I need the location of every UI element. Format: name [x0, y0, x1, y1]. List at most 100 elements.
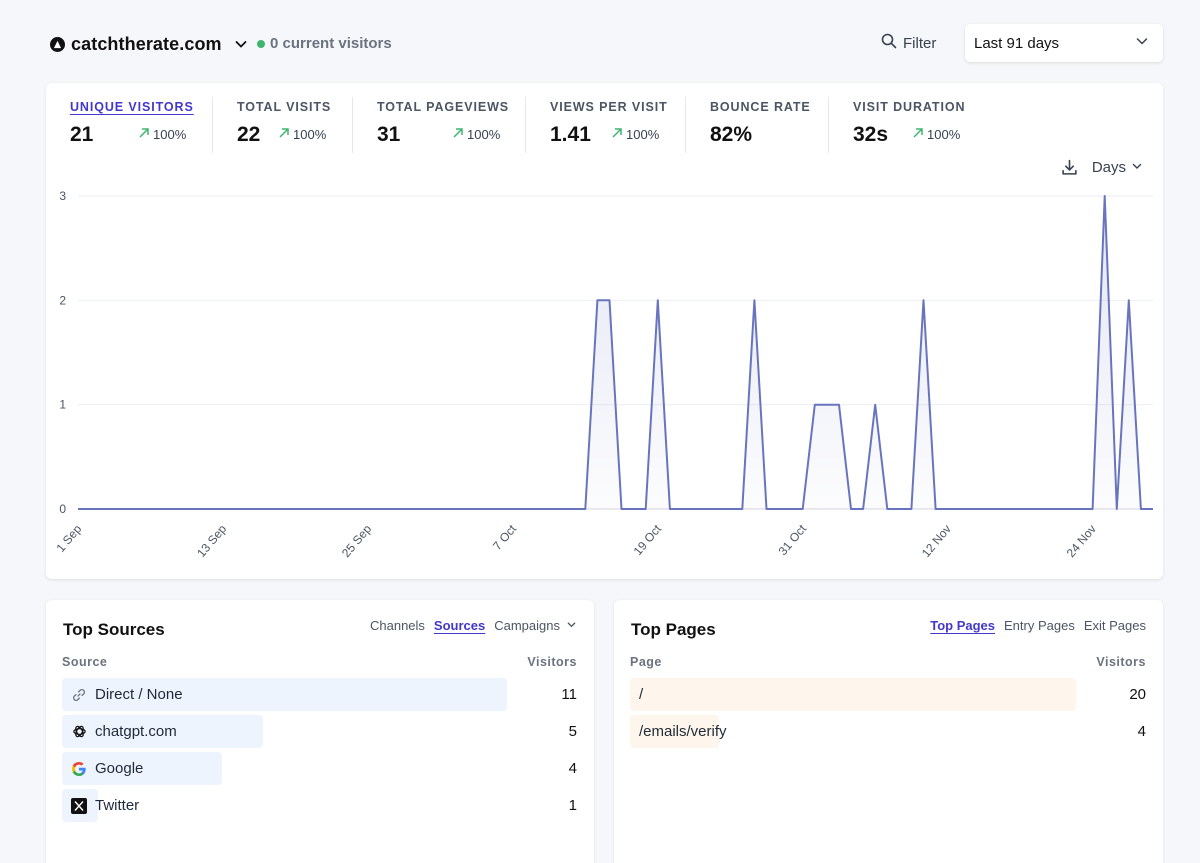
y-tick-label: 0 — [59, 502, 66, 516]
openai-icon — [71, 724, 87, 740]
row-bar — [62, 715, 263, 748]
x-tick-label: 7 Oct — [490, 521, 520, 552]
x-twitter-icon — [71, 797, 87, 814]
stat-divider — [685, 97, 686, 153]
stat-value: 21 — [70, 123, 94, 146]
sources-tabs: Channels Sources Campaigns — [370, 618, 577, 633]
site-switcher[interactable]: catchtherate.com — [50, 32, 248, 56]
column-header-page: Page — [630, 655, 662, 669]
live-dot-icon — [257, 39, 265, 48]
row-bar — [630, 715, 719, 748]
filter-button[interactable]: Filter — [881, 33, 936, 53]
list-item[interactable]: chatgpt.com 5 — [62, 715, 577, 748]
list-item[interactable]: / 20 — [630, 678, 1146, 711]
stat-change-value: 100% — [927, 127, 961, 142]
stat-change: 100% — [278, 127, 326, 142]
row-label: Twitter — [71, 797, 139, 814]
stat-divider — [352, 97, 353, 153]
interval-select[interactable]: Days — [1092, 159, 1143, 176]
tab-campaigns-label: Campaigns — [494, 618, 560, 633]
chevron-down-icon — [1131, 159, 1143, 176]
download-icon[interactable] — [1061, 159, 1078, 176]
row-label: /emails/verify — [639, 723, 727, 740]
x-tick-label: 1 Sep — [53, 522, 84, 555]
stat-visit-duration[interactable]: VISIT DURATION 32s 100% — [853, 83, 993, 155]
series-area — [78, 196, 1153, 509]
stat-label: UNIQUE VISITORS — [70, 100, 194, 114]
trend-up-icon — [912, 127, 924, 142]
stat-value: 82% — [710, 123, 753, 146]
list-item[interactable]: Direct / None 11 — [62, 678, 577, 711]
tab-campaigns[interactable]: Campaigns — [494, 618, 577, 633]
chevron-down-icon — [234, 37, 248, 51]
y-tick-label: 2 — [59, 293, 66, 307]
tab-top-pages[interactable]: Top Pages — [930, 618, 996, 633]
tab-sources[interactable]: Sources — [433, 618, 486, 633]
stat-change-value: 100% — [467, 127, 501, 142]
current-visitors-text: 0 current visitors — [270, 35, 392, 52]
x-tick-label: 13 Sep — [194, 522, 229, 560]
chevron-down-icon — [1135, 34, 1149, 52]
row-bar — [630, 678, 1076, 711]
stat-label: VISIT DURATION — [853, 100, 966, 114]
top-stats: UNIQUE VISITORS 21 100% TOTAL VISITS 22 … — [46, 83, 1163, 163]
row-label-text: Direct / None — [95, 686, 183, 703]
stat-change-value: 100% — [153, 127, 187, 142]
stat-change: 100% — [138, 127, 186, 142]
row-value: 11 — [561, 686, 577, 703]
trend-up-icon — [278, 127, 290, 142]
row-value: 1 — [568, 797, 577, 814]
tab-channels[interactable]: Channels — [369, 618, 425, 633]
column-header-visitors: Visitors — [1096, 655, 1146, 669]
row-value: 20 — [1129, 686, 1146, 703]
stat-change: 100% — [912, 127, 960, 142]
stat-value: 22 — [237, 123, 261, 146]
stat-divider — [525, 97, 526, 153]
top-sources-card: Top Sources Channels Sources Campaigns S… — [46, 600, 594, 863]
stat-value: 1.41 — [550, 123, 591, 146]
row-value: 4 — [1137, 723, 1146, 740]
stat-label: TOTAL VISITS — [237, 100, 332, 114]
x-tick-label: 25 Sep — [339, 522, 374, 560]
period-label: Last 91 days — [974, 34, 1060, 52]
search-icon — [881, 33, 897, 53]
top-pages-card: Top Pages Top Pages Entry Pages Exit Pag… — [614, 600, 1163, 863]
y-tick-label: 1 — [59, 398, 66, 412]
x-tick-label: 12 Nov — [919, 522, 954, 560]
stat-views-per-visit[interactable]: VIEWS PER VISIT 1.41 100% — [550, 83, 690, 155]
row-label: Direct / None — [71, 686, 183, 703]
tab-entry-pages[interactable]: Entry Pages — [1004, 618, 1075, 633]
x-tick-label: 31 Oct — [776, 521, 810, 558]
row-label-text: Google — [95, 760, 144, 777]
list-item[interactable]: Google 4 — [62, 752, 577, 785]
row-label: / — [639, 686, 644, 703]
row-value: 4 — [568, 760, 577, 777]
google-icon — [71, 761, 87, 777]
x-tick-label: 19 Oct — [631, 521, 665, 558]
chevron-down-icon — [566, 618, 577, 633]
period-select[interactable]: Last 91 days — [965, 24, 1163, 62]
row-bar — [62, 752, 222, 785]
row-label: chatgpt.com — [71, 723, 177, 740]
list-item[interactable]: /emails/verify 4 — [630, 715, 1146, 748]
column-header-source: Source — [62, 655, 108, 669]
column-header-visitors: Visitors — [527, 655, 577, 669]
stat-bounce-rate[interactable]: BOUNCE RATE 82% — [710, 83, 830, 155]
visitors-chart[interactable]: 0 1 2 3 1 Sep 13 Sep 25 Sep 7 Oct 19 Oct 31 Oct 12… — [46, 83, 1163, 579]
stat-unique-visitors[interactable]: UNIQUE VISITORS 21 100% — [70, 83, 220, 155]
main-graph-card: UNIQUE VISITORS 21 100% TOTAL VISITS 22 … — [46, 83, 1163, 579]
stat-change-value: 100% — [626, 127, 660, 142]
tab-exit-pages[interactable]: Exit Pages — [1083, 618, 1146, 633]
stat-label: BOUNCE RATE — [710, 100, 811, 114]
current-visitors[interactable]: 0 current visitors — [257, 35, 392, 52]
list-item[interactable]: Twitter 1 — [62, 789, 577, 822]
stat-total-visits[interactable]: TOTAL VISITS 22 100% — [237, 83, 377, 155]
series-line — [78, 195, 1153, 510]
trend-up-icon — [611, 127, 623, 142]
stat-total-pageviews[interactable]: TOTAL PAGEVIEWS 31 100% — [377, 83, 537, 155]
stat-divider — [828, 97, 829, 153]
link-icon — [71, 687, 87, 703]
row-value: 5 — [568, 723, 577, 740]
top-pages-title: Top Pages — [631, 620, 716, 639]
pages-tabs: Top Pages Entry Pages Exit Pages — [930, 618, 1146, 633]
